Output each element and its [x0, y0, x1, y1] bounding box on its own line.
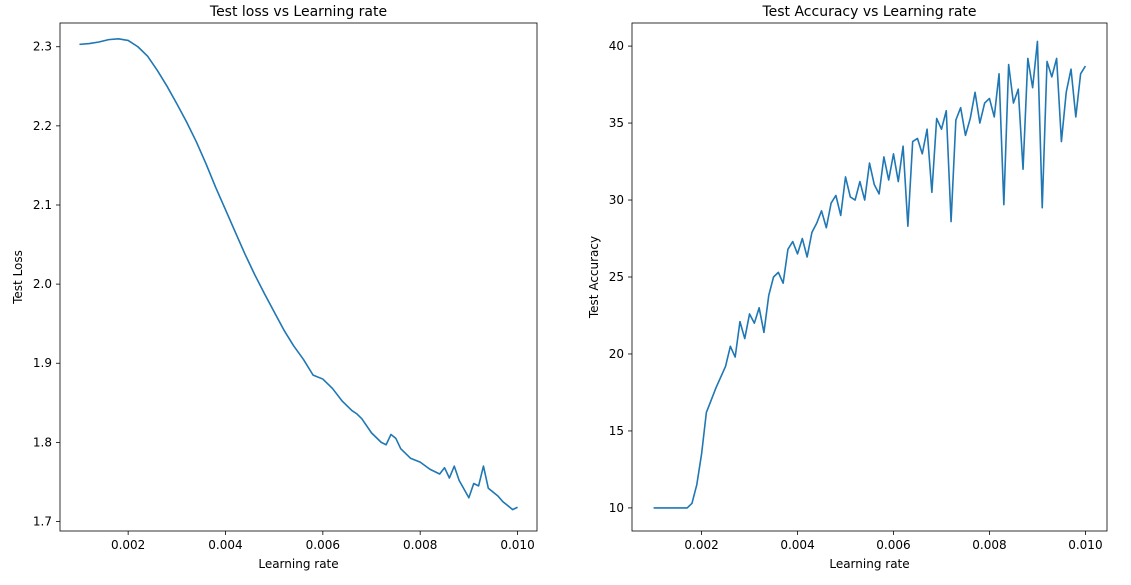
axes-frame	[59, 22, 538, 532]
x-tick-label: 0.006	[306, 538, 340, 552]
y-tick-label: 35	[609, 116, 624, 130]
x-axis-label: Learning rate	[829, 557, 909, 571]
y-tick-label: 1.9	[33, 356, 52, 370]
y-tick-label: 10	[609, 501, 624, 515]
chart-panel-1: Test loss vs Learning rate 0.002 0.004 0.00…	[11, 4, 538, 571]
y-tick-label: 2.0	[33, 277, 52, 291]
y-tick-label: 1.8	[33, 435, 52, 449]
y-tick-label: 25	[609, 270, 624, 284]
x-tick-label: 0.010	[1068, 538, 1102, 552]
x-tick-label: 0.006	[876, 538, 910, 552]
chart-title: Test loss vs Learning rate	[209, 4, 387, 20]
x-tick-label: 0.008	[403, 538, 437, 552]
chart-panel-2: Test Accuracy vs Learning rate 0.002 0.004…	[587, 4, 1108, 571]
x-tick-label: 0.010	[500, 538, 534, 552]
x-tick-label: 0.008	[972, 538, 1006, 552]
y-tick-label: 2.3	[33, 40, 52, 54]
x-tick-label: 0.002	[684, 538, 718, 552]
x-tick-label: 0.004	[780, 538, 814, 552]
series-line-1	[79, 38, 518, 511]
y-tick-label: 15	[609, 424, 624, 438]
y-tick-label: 20	[609, 347, 624, 361]
axes-frame	[631, 22, 1108, 532]
y-tick-label: 40	[609, 39, 624, 53]
x-tick-label: 0.004	[208, 538, 242, 552]
chart-title: Test Accuracy vs Learning rate	[761, 4, 976, 20]
y-tick-label: 30	[609, 193, 624, 207]
y-tick-label: 2.2	[33, 119, 52, 133]
x-tick-label: 0.002	[111, 538, 145, 552]
y-axis-label: Test Loss	[11, 250, 25, 305]
series-line-1	[653, 40, 1087, 509]
y-tick-label: 1.7	[33, 515, 52, 529]
y-axis-label: Test Accuracy	[587, 236, 601, 319]
x-axis-label: Learning rate	[258, 557, 338, 571]
y-tick-label: 2.1	[33, 198, 52, 212]
